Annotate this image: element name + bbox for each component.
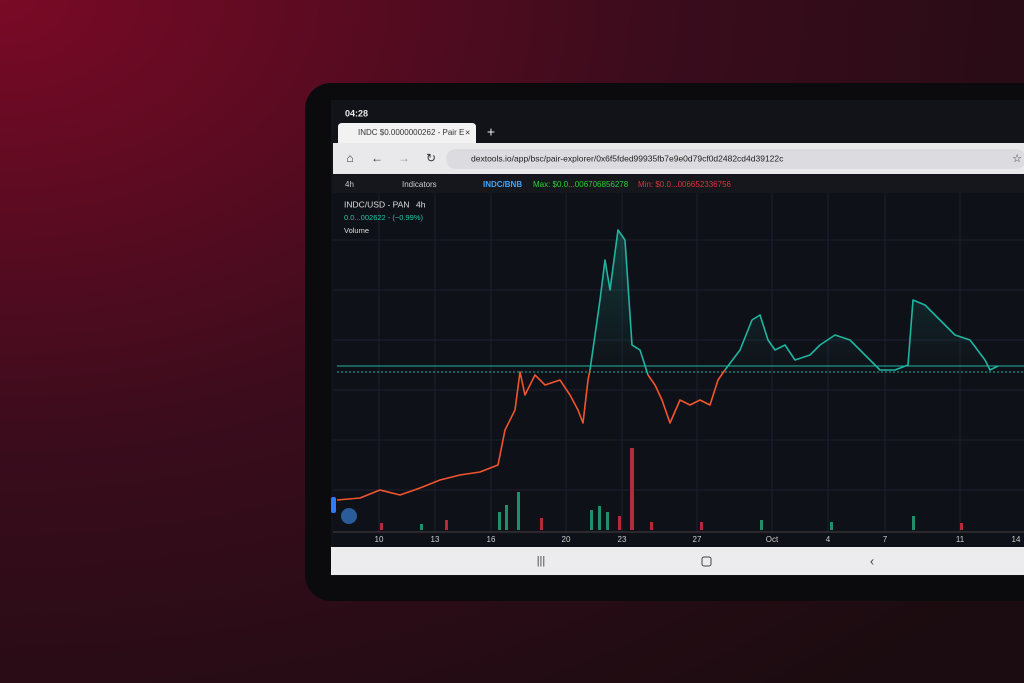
- url-text: dextools.io/app/bsc/pair-explorer/0x6f5f…: [471, 153, 784, 163]
- max-label: Max: $0.0...006706856278: [533, 180, 629, 189]
- x-tick-label: 27: [693, 535, 702, 544]
- x-tick-label: 13: [431, 535, 440, 544]
- recents-button[interactable]: |||: [537, 555, 546, 567]
- scroll-handle[interactable]: [331, 497, 336, 513]
- chart-toolbar: [333, 175, 1024, 193]
- chart-interval: 4h: [416, 199, 426, 209]
- min-label: Min: $0.0...006652336756: [638, 180, 732, 189]
- reload-button[interactable]: ↻: [426, 151, 436, 165]
- url-field[interactable]: [446, 149, 1024, 169]
- chart-price: 0.0...002622 - (−0.99%): [344, 213, 424, 222]
- home-nav-button[interactable]: [701, 556, 712, 567]
- x-tick-label: 11: [956, 535, 965, 544]
- volume-bars: [380, 448, 963, 530]
- tab-close[interactable]: ×: [465, 127, 470, 137]
- interval-button[interactable]: 4h: [345, 180, 354, 189]
- x-tick-label: 4: [826, 535, 831, 544]
- indicators-button[interactable]: Indicators: [402, 180, 437, 189]
- home-button[interactable]: ⌂: [346, 151, 353, 165]
- tab-title: INDC $0.0000000262 - Pair E: [358, 128, 464, 137]
- browser-tab[interactable]: [338, 123, 476, 143]
- chart-symbol: INDC/USD - PAN: [344, 199, 410, 209]
- price-line: [336, 229, 999, 501]
- nav-bar: [331, 547, 1024, 575]
- x-tick-label: Oct: [766, 535, 779, 544]
- back-nav-button[interactable]: ‹: [870, 553, 874, 568]
- forward-button[interactable]: →: [398, 151, 410, 165]
- chart-logo: [341, 508, 357, 524]
- x-tick-label: 23: [618, 535, 627, 544]
- pair-label: INDC/BNB: [483, 180, 522, 189]
- x-tick-label: 14: [1012, 535, 1021, 544]
- back-button[interactable]: ←: [371, 151, 383, 165]
- x-tick-label: 20: [562, 535, 571, 544]
- new-tab[interactable]: +: [487, 124, 495, 140]
- bookmark-star[interactable]: ☆: [1012, 153, 1022, 165]
- status-time: 04:28: [345, 108, 368, 118]
- x-tick-label: 10: [375, 535, 384, 544]
- x-tick-label: 16: [487, 535, 496, 544]
- x-tick-label: 7: [883, 535, 888, 544]
- volume-label: Volume: [344, 226, 369, 235]
- price-area: [590, 230, 990, 372]
